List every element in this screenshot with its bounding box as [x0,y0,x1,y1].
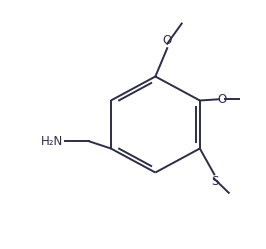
Text: S: S [211,175,218,188]
Text: H₂N: H₂N [41,135,64,148]
Text: O: O [163,34,172,47]
Text: O: O [218,93,227,106]
